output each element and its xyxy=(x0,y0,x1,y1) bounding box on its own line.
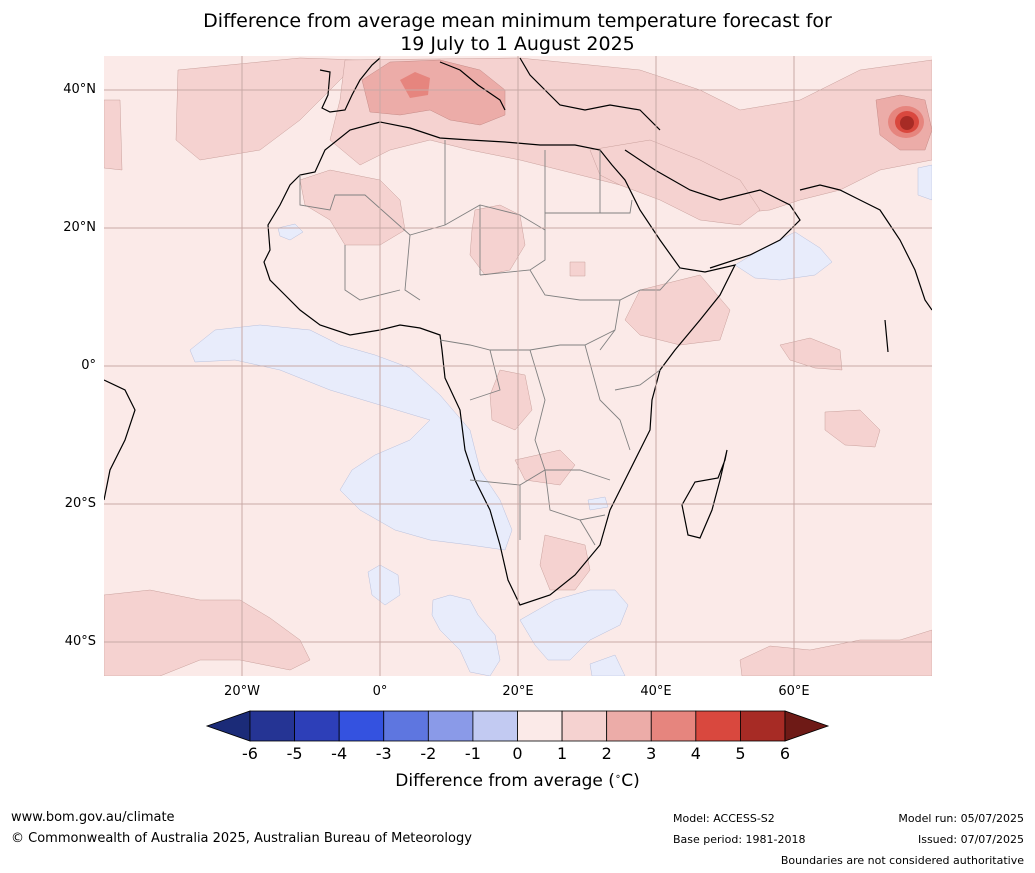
colorbar-tick-label: -1 xyxy=(464,744,481,763)
footer-model-run: Model run: 05/07/2025 xyxy=(898,812,1024,825)
lat-label-20s: 20°S xyxy=(64,496,96,511)
footer-copyright: © Commonwealth of Australia 2025, Austra… xyxy=(11,831,472,846)
lon-label-20e: 20°E xyxy=(502,684,534,699)
colorbar-tick-label: 6 xyxy=(779,744,791,763)
lon-label-40e: 40°E xyxy=(640,684,672,699)
lon-label-20w: 20°W xyxy=(224,684,260,699)
lat-label-40n: 40°N xyxy=(63,82,96,97)
anomaly-warm-5-6 xyxy=(900,116,914,130)
lon-label-60e: 60°E xyxy=(778,684,810,699)
colorbar-tick-label: 2 xyxy=(601,744,612,763)
footer-base-period: Base period: 1981-2018 xyxy=(673,833,806,846)
chart-title-line1: Difference from average mean minimum tem… xyxy=(203,10,832,32)
lat-label-40s: 40°S xyxy=(64,634,96,649)
colorbar-tick-label: 0 xyxy=(512,744,523,763)
footer-issued: Issued: 07/07/2025 xyxy=(917,833,1024,846)
footer-site: www.bom.gov.au/climate xyxy=(11,810,175,825)
colorbar-tick-label: -4 xyxy=(331,744,348,763)
colorbar-tick-label: 5 xyxy=(735,744,746,763)
country-borders xyxy=(299,140,681,546)
colorbar-tick-label: 1 xyxy=(556,744,568,763)
lat-label-20n: 20°N xyxy=(63,220,96,235)
colorbar-tick-label: -6 xyxy=(242,744,258,763)
footer-model: Model: ACCESS-S2 xyxy=(673,812,775,825)
colorbar-tick-label: -5 xyxy=(286,744,303,763)
chart-title-line2: 19 July to 1 August 2025 xyxy=(400,33,635,55)
lat-label-0: 0° xyxy=(81,358,96,373)
colorbar-tick-label: 3 xyxy=(646,744,657,763)
colorbar-tick-label: 4 xyxy=(690,744,701,763)
gridlines xyxy=(104,56,932,676)
colorbar-tick-label: -2 xyxy=(420,744,437,763)
footer-disclaimer: Boundaries are not considered authoritat… xyxy=(780,854,1024,867)
colorbar-label: Difference from average (∘C) xyxy=(395,771,640,791)
colorbar-tick-label: -3 xyxy=(375,744,392,763)
lon-label-0: 0° xyxy=(372,684,388,699)
